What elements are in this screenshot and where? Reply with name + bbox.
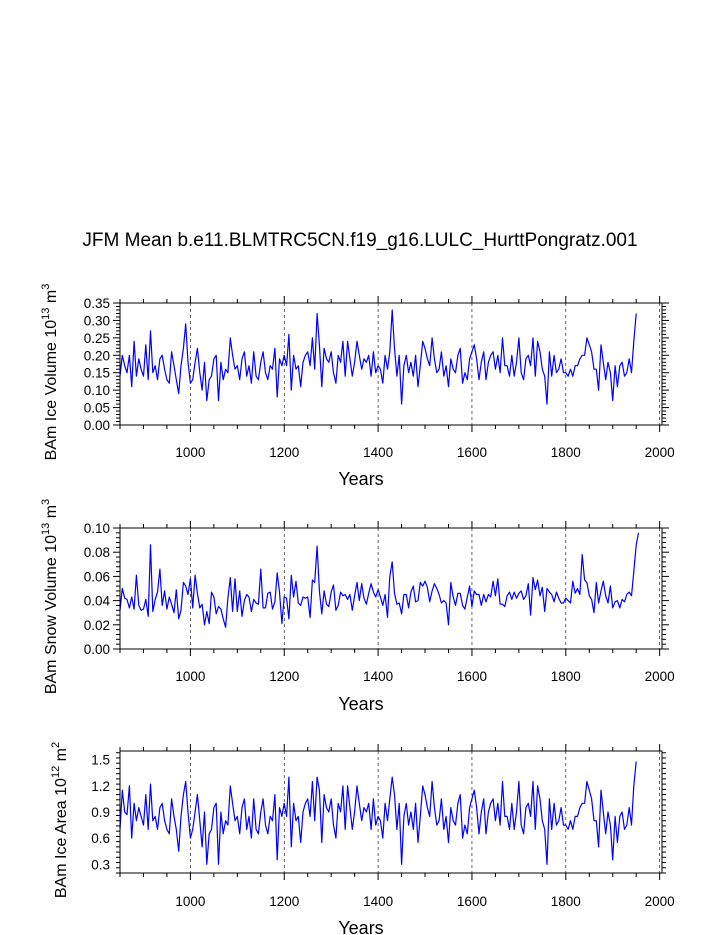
- y-tick-label: 0.3: [91, 857, 110, 872]
- x-axis-label: Years: [338, 694, 383, 714]
- plot-frame: [119, 750, 663, 874]
- x-tick-label: 1000: [175, 445, 205, 460]
- y-tick-label: 0.6: [91, 831, 110, 846]
- x-tick-label: 1400: [363, 894, 393, 909]
- plot-frame: [119, 302, 663, 426]
- x-tick-label: 1200: [269, 894, 299, 909]
- figure-title: JFM Mean b.e11.BLMTRC5CN.f19_g16.LULC_Hu…: [82, 230, 637, 251]
- x-axis-label: Years: [338, 469, 383, 489]
- y-axis-label: BAm Ice Volume 1013 m3: [40, 284, 60, 461]
- series-line: [119, 309, 637, 405]
- y-tick-label: 0.08: [84, 545, 110, 560]
- x-tick-label: 1200: [269, 669, 299, 684]
- y-tick-label: 1.2: [91, 779, 110, 794]
- x-tick-label: 1200: [269, 445, 299, 460]
- x-tick-label: 1400: [363, 445, 393, 460]
- y-tick-label: 0.00: [84, 642, 110, 657]
- x-tick-label: 1800: [551, 894, 581, 909]
- y-tick-label: 0.30: [84, 313, 110, 328]
- x-tick-label: 1400: [363, 669, 393, 684]
- plot-frame: [119, 527, 663, 650]
- x-tick-label: 1600: [457, 894, 487, 909]
- x-tick-label: 1800: [551, 445, 581, 460]
- y-axis-label: BAm Ice Area 1012 m2: [50, 742, 70, 898]
- y-axis-label: BAm Snow Volume 1013 m3: [40, 499, 60, 694]
- y-tick-label: 0.10: [84, 521, 110, 536]
- y-tick-label: 0.02: [84, 618, 110, 633]
- panel-3: 0.3 0.6 0.9 1.2 1.5 1000 1200 1400 1600 1800 2000 Y…: [50, 742, 675, 935]
- y-tick-label: 0.20: [84, 348, 110, 363]
- y-tick-label: 0.25: [84, 331, 110, 346]
- y-tick-label: 0.06: [84, 569, 110, 584]
- y-tick-label: 0.05: [84, 401, 110, 416]
- series-line: [119, 761, 637, 865]
- y-tick-label: 0.15: [84, 366, 110, 381]
- x-tick-label: 1600: [457, 445, 487, 460]
- x-tick-label: 1800: [551, 669, 581, 684]
- y-tick-label: 0.10: [84, 383, 110, 398]
- x-tick-label: 1600: [457, 669, 487, 684]
- y-tick-label: 0.04: [84, 594, 111, 609]
- panel-1: 0.00 0.05 0.10 0.15 0.20 0.25 0.30 0.35 1000 1200…: [40, 284, 675, 489]
- series-line: [119, 532, 640, 628]
- x-tick-label: 1000: [175, 894, 205, 909]
- y-tick-label: 1.5: [91, 753, 110, 768]
- x-tick-label: 1000: [175, 669, 205, 684]
- x-tick-label: 2000: [645, 445, 675, 460]
- x-tick-label: 2000: [645, 669, 675, 684]
- x-tick-label: 2000: [645, 894, 675, 909]
- y-tick-label: 0.00: [84, 418, 110, 433]
- panel-2: 0.00 0.02 0.04 0.06 0.08 0.10 1000 1200 1400 1600…: [40, 499, 675, 714]
- y-tick-label: 0.35: [84, 296, 110, 311]
- x-axis-label: Years: [338, 918, 383, 935]
- y-tick-label: 0.9: [91, 805, 110, 820]
